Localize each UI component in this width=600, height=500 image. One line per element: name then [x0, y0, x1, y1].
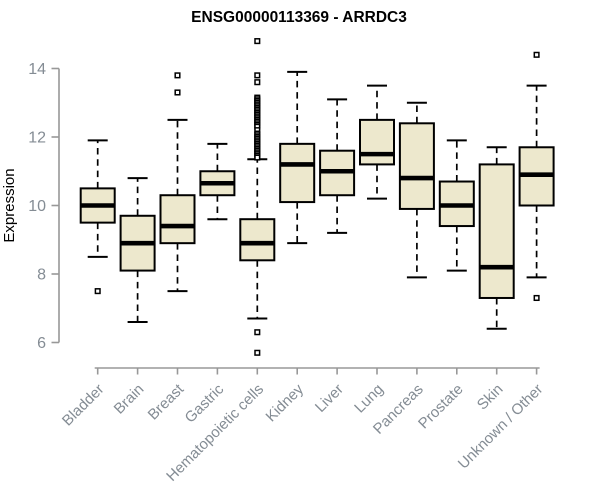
outlier-point	[533, 51, 540, 58]
outlier-point	[174, 72, 181, 79]
outlier-point	[254, 329, 261, 336]
box-kidney	[279, 70, 316, 245]
x-category-label: Bladder	[59, 381, 108, 430]
box-prostate	[438, 139, 475, 272]
x-category-label: Lung	[351, 381, 387, 417]
box-bladder	[79, 139, 116, 295]
x-category-label: Liver	[312, 381, 347, 416]
iqr-box	[159, 194, 196, 245]
y-axis-label: Expression	[1, 168, 18, 242]
box-brain	[119, 177, 156, 323]
outlier-point	[254, 72, 261, 79]
x-category-label: Breast	[145, 380, 188, 423]
x-category-label: Brain	[111, 381, 148, 418]
box-gastric	[199, 142, 236, 221]
x-category-label: Kidney	[263, 380, 308, 425]
iqr-box	[398, 122, 435, 210]
x-category-label: Prostate	[415, 381, 467, 433]
outlier-point	[174, 89, 181, 96]
box-skin	[478, 146, 515, 330]
iqr-box	[239, 218, 276, 262]
iqr-box	[279, 142, 316, 204]
outlier-point	[94, 288, 101, 295]
iqr-box	[359, 118, 395, 166]
y-tick-label: 12	[28, 130, 46, 147]
iqr-box	[478, 163, 515, 299]
outlier-point	[254, 349, 261, 356]
y-tick-label: 6	[37, 335, 46, 352]
box-unknown-other	[518, 51, 555, 302]
box-lung	[359, 84, 395, 200]
y-tick-label: 10	[28, 198, 46, 215]
x-category-label: Skin	[474, 381, 507, 414]
chart-title: ENSG00000113369 - ARRDC3	[191, 9, 407, 26]
box-pancreas	[398, 101, 435, 279]
y-tick-label: 14	[28, 61, 46, 78]
outlier-point	[254, 154, 261, 161]
y-tick-label: 8	[37, 267, 46, 284]
outlier-point	[533, 294, 540, 302]
outlier-point	[254, 79, 261, 86]
outlier-point	[254, 38, 261, 45]
box-liver	[319, 98, 356, 234]
box-hematopoietic-cells	[239, 38, 276, 356]
box-breast	[159, 72, 196, 293]
